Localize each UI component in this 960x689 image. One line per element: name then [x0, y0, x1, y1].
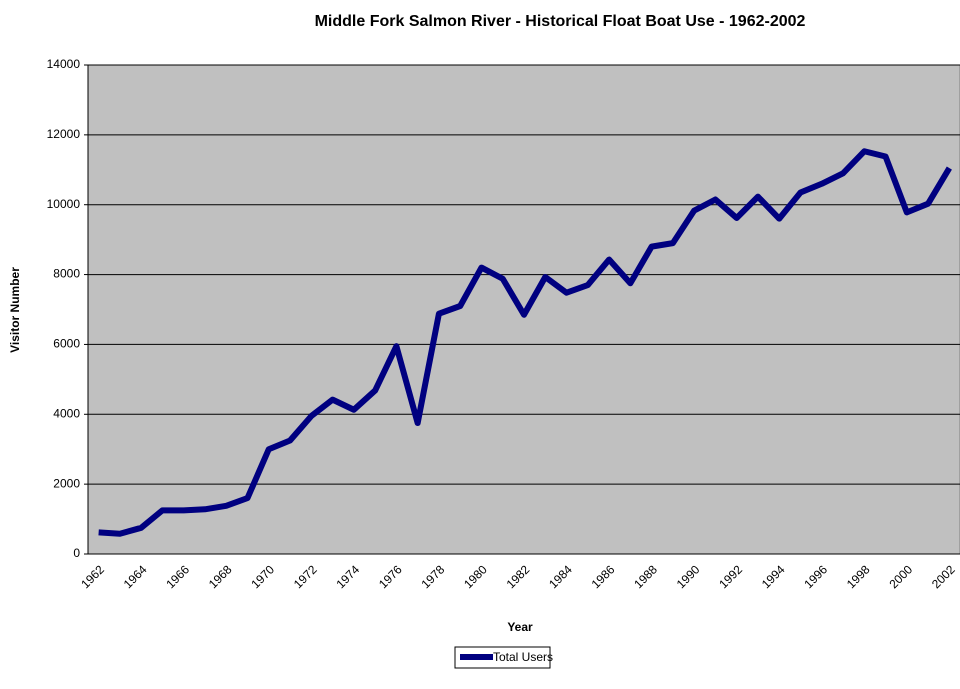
x-tick-label: 1968 [206, 562, 235, 591]
y-tick-label: 14000 [47, 57, 81, 71]
x-tick-label: 1988 [631, 562, 660, 591]
y-tick-label: 12000 [47, 127, 81, 141]
x-tick-label: 1984 [546, 562, 575, 591]
y-tick-label: 6000 [53, 337, 80, 351]
x-axis-title: Year [507, 620, 533, 634]
chart-title: Middle Fork Salmon River - Historical Fl… [315, 13, 806, 30]
y-tick-label: 8000 [53, 267, 80, 281]
x-tick-label: 1980 [461, 562, 490, 591]
x-tick-label: 1990 [674, 562, 703, 591]
legend-label: Total Users [493, 650, 553, 664]
x-tick-label: 1992 [716, 562, 745, 591]
x-tick-label: 2002 [929, 562, 958, 591]
y-tick-label: 4000 [53, 406, 80, 420]
x-tick-label: 1976 [376, 562, 405, 591]
y-tick-label: 0 [73, 546, 80, 560]
x-tick-label: 1994 [759, 562, 788, 591]
data-line [98, 148, 952, 537]
x-tick-label: 1986 [589, 562, 618, 591]
x-tick-label: 1974 [333, 562, 362, 591]
x-tick-label: 1972 [291, 562, 320, 591]
x-tick-label: 1982 [504, 562, 533, 591]
x-tick-label: 1998 [844, 562, 873, 591]
y-axis-title: Visitor Number [8, 267, 22, 353]
x-tick-label: 1964 [121, 562, 150, 591]
x-tick-label: 1962 [78, 562, 107, 591]
x-tick-label: 1970 [248, 562, 277, 591]
x-tick-label: 1978 [419, 562, 448, 591]
x-tick-label: 1996 [801, 562, 830, 591]
y-tick-label: 2000 [53, 476, 80, 490]
y-tick-label: 10000 [47, 197, 81, 211]
x-tick-label: 2000 [886, 562, 915, 591]
legend-box [454, 646, 551, 669]
x-tick-label: 1966 [163, 562, 192, 591]
